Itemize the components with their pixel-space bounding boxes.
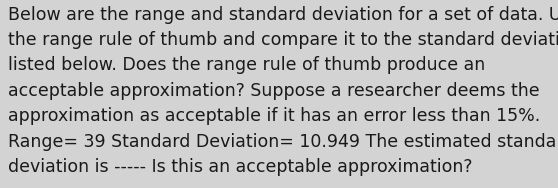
- Text: approximation as acceptable if it has an error less than 15%.: approximation as acceptable if it has an…: [8, 107, 541, 125]
- Text: Range= 39 Standard Deviation= 10.949 The estimated standard: Range= 39 Standard Deviation= 10.949 The…: [8, 133, 558, 151]
- Text: Below are the range and standard deviation for a set of data. Use: Below are the range and standard deviati…: [8, 6, 558, 24]
- Text: acceptable approximation? Suppose a researcher deems the: acceptable approximation? Suppose a rese…: [8, 82, 540, 100]
- Text: listed below. Does the range rule of thumb produce an: listed below. Does the range rule of thu…: [8, 56, 485, 74]
- Text: deviation is ----- Is this an acceptable approximation?: deviation is ----- Is this an acceptable…: [8, 158, 473, 176]
- Text: the range rule of thumb and compare it to the standard deviation: the range rule of thumb and compare it t…: [8, 31, 558, 49]
